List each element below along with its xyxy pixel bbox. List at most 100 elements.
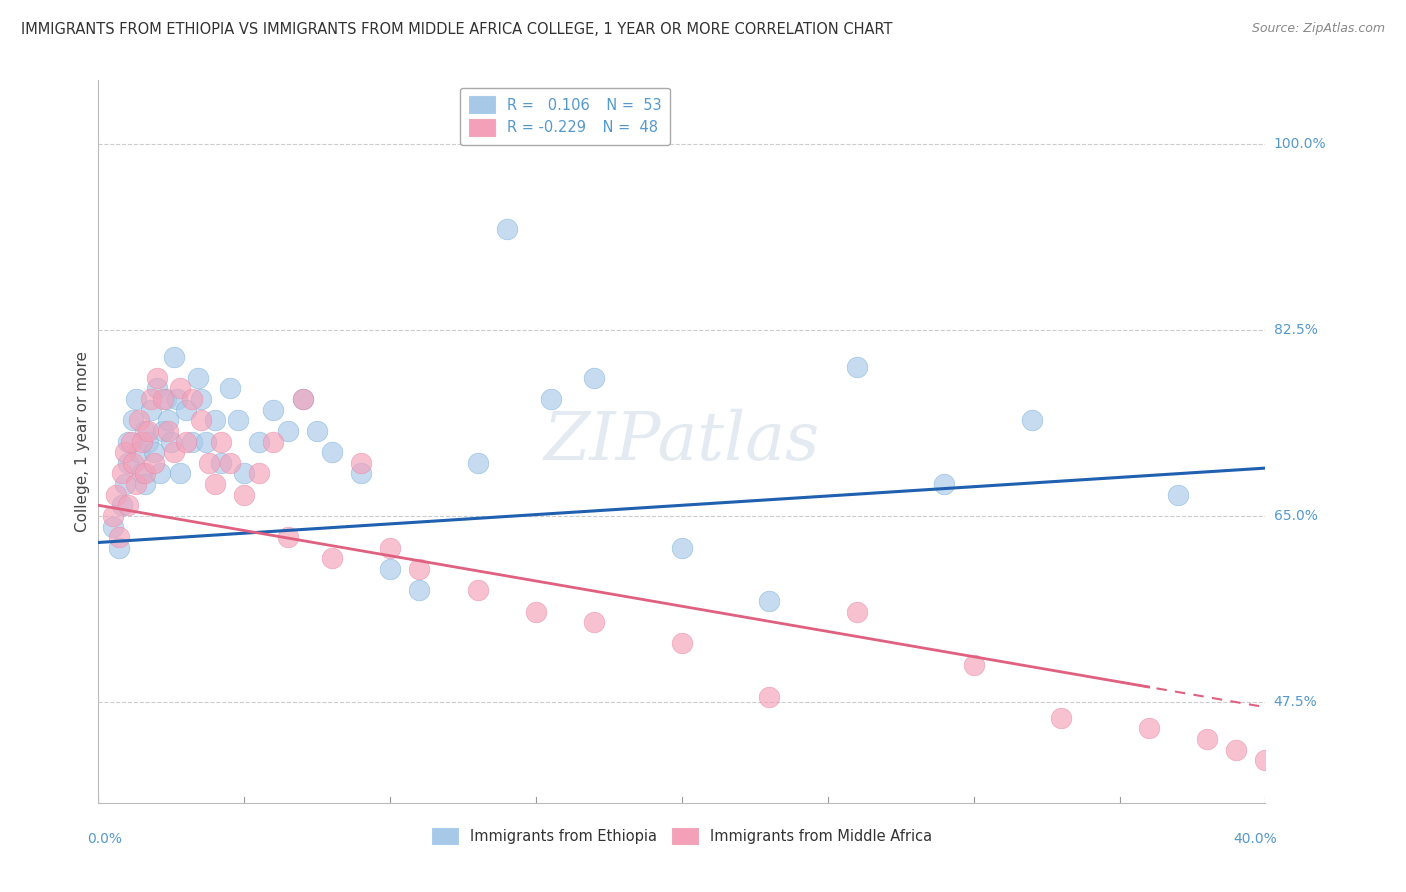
Point <box>218 456 240 470</box>
Point <box>101 519 124 533</box>
Point <box>104 488 127 502</box>
Point <box>496 222 519 236</box>
Point <box>307 424 329 438</box>
Point <box>120 434 142 449</box>
Text: 100.0%: 100.0% <box>1274 137 1326 151</box>
Point <box>108 541 131 555</box>
Point <box>108 530 131 544</box>
Point <box>321 551 343 566</box>
Point <box>190 392 212 406</box>
Point <box>209 434 232 449</box>
Text: 82.5%: 82.5% <box>1274 323 1317 337</box>
Point <box>247 467 270 481</box>
Point <box>277 424 299 438</box>
Point <box>218 381 240 395</box>
Point <box>117 456 139 470</box>
Point <box>146 371 169 385</box>
Point <box>291 392 314 406</box>
Point <box>152 392 174 406</box>
Point <box>128 445 150 459</box>
Point <box>142 456 165 470</box>
Point <box>204 413 226 427</box>
Point <box>152 424 174 438</box>
Point <box>174 402 197 417</box>
Point <box>846 605 869 619</box>
Point <box>962 657 984 672</box>
Point <box>233 488 256 502</box>
Point <box>139 402 162 417</box>
Point <box>128 413 150 427</box>
Point <box>125 477 148 491</box>
Point <box>160 434 183 449</box>
Point <box>540 392 562 406</box>
Y-axis label: College, 1 year or more: College, 1 year or more <box>75 351 90 532</box>
Point <box>934 477 956 491</box>
Point <box>187 371 209 385</box>
Text: IMMIGRANTS FROM ETHIOPIA VS IMMIGRANTS FROM MIDDLE AFRICA COLLEGE, 1 YEAR OR MOR: IMMIGRANTS FROM ETHIOPIA VS IMMIGRANTS F… <box>21 22 893 37</box>
Point <box>114 477 136 491</box>
Point <box>209 456 232 470</box>
Point <box>247 434 270 449</box>
Point <box>758 594 780 608</box>
Point <box>174 434 197 449</box>
Point <box>1225 742 1247 756</box>
Text: 40.0%: 40.0% <box>1233 831 1277 846</box>
Text: Source: ZipAtlas.com: Source: ZipAtlas.com <box>1251 22 1385 36</box>
Text: 0.0%: 0.0% <box>87 831 122 846</box>
Point <box>117 498 139 512</box>
Point <box>166 392 188 406</box>
Point <box>1167 488 1189 502</box>
Point <box>583 371 606 385</box>
Point <box>134 424 156 438</box>
Point <box>1021 413 1043 427</box>
Point <box>321 445 343 459</box>
Point <box>136 434 159 449</box>
Point <box>125 392 148 406</box>
Point <box>204 477 226 491</box>
Point <box>149 467 172 481</box>
Point <box>1254 753 1277 767</box>
Point <box>169 381 191 395</box>
Point <box>114 445 136 459</box>
Point <box>142 445 165 459</box>
Point <box>1050 711 1073 725</box>
Point <box>408 562 430 576</box>
Point <box>380 541 402 555</box>
Point <box>180 392 202 406</box>
Legend: Immigrants from Ethiopia, Immigrants from Middle Africa: Immigrants from Ethiopia, Immigrants fro… <box>426 822 938 850</box>
Point <box>122 456 145 470</box>
Point <box>122 413 145 427</box>
Point <box>467 456 489 470</box>
Point <box>163 445 186 459</box>
Point <box>157 424 180 438</box>
Point <box>146 381 169 395</box>
Point <box>131 467 153 481</box>
Point <box>291 392 314 406</box>
Point <box>233 467 256 481</box>
Point <box>134 467 156 481</box>
Point <box>111 467 134 481</box>
Text: 65.0%: 65.0% <box>1274 509 1317 523</box>
Point <box>228 413 250 427</box>
Point <box>139 392 162 406</box>
Point <box>671 541 693 555</box>
Point <box>1195 732 1218 747</box>
Point <box>262 434 284 449</box>
Point <box>467 583 489 598</box>
Point <box>136 424 159 438</box>
Point <box>101 508 124 523</box>
Point <box>134 477 156 491</box>
Point <box>180 434 202 449</box>
Point <box>157 413 180 427</box>
Point <box>350 467 373 481</box>
Point <box>408 583 430 598</box>
Point <box>380 562 402 576</box>
Point <box>190 413 212 427</box>
Text: 47.5%: 47.5% <box>1274 695 1317 709</box>
Point <box>163 350 186 364</box>
Point <box>111 498 134 512</box>
Point <box>524 605 547 619</box>
Point <box>198 456 221 470</box>
Point <box>155 392 177 406</box>
Text: ZIPatlas: ZIPatlas <box>544 409 820 475</box>
